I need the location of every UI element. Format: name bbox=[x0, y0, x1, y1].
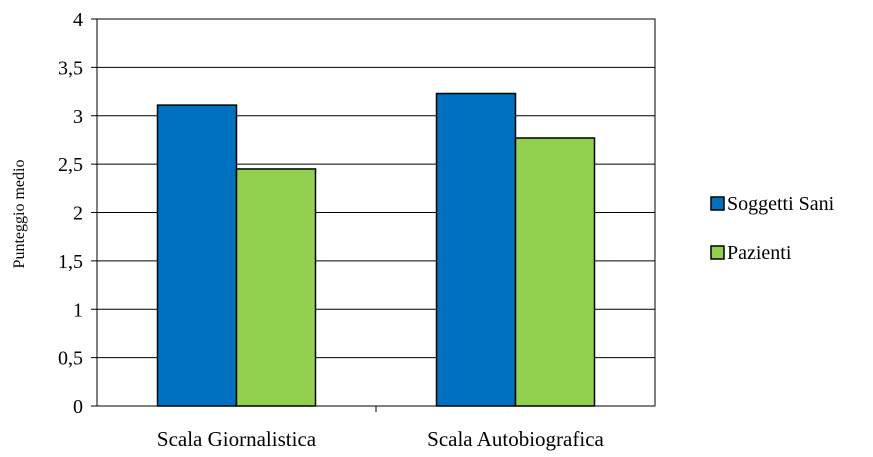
y-tick-label: 0 bbox=[73, 396, 83, 418]
legend-swatch bbox=[710, 196, 725, 211]
x-category-label: Scala Giornalistica bbox=[157, 427, 317, 451]
y-tick-label: 3 bbox=[73, 106, 83, 128]
legend: Soggetti Sani Pazienti bbox=[710, 193, 835, 264]
y-axis-label: Punteggio medio bbox=[11, 160, 28, 269]
bar-pazienti bbox=[235, 168, 317, 407]
y-tick-label: 2 bbox=[73, 203, 83, 225]
legend-swatch bbox=[710, 245, 725, 260]
axes bbox=[91, 18, 656, 412]
y-tick-label: 0,5 bbox=[58, 348, 83, 370]
y-tick-labels: 0 0,5 1 1,5 2 2,5 3 3,5 4 bbox=[58, 9, 83, 418]
bar-soggetti-sani bbox=[435, 92, 517, 407]
legend-label: Pazienti bbox=[727, 242, 792, 264]
bar-pazienti bbox=[514, 137, 596, 407]
bar-soggetti-sani bbox=[156, 104, 238, 407]
x-category-labels: Scala Giornalistica Scala Autobiografica bbox=[157, 427, 605, 451]
y-tick-label: 1,5 bbox=[58, 251, 83, 273]
y-tick-label: 4 bbox=[73, 9, 83, 31]
bars bbox=[156, 92, 596, 407]
legend-label: Soggetti Sani bbox=[727, 193, 835, 215]
y-tick-label: 1 bbox=[73, 299, 83, 321]
y-tick-label: 3,5 bbox=[58, 57, 83, 79]
y-tick-label: 2,5 bbox=[58, 154, 83, 176]
x-category-label: Scala Autobiografica bbox=[427, 427, 604, 451]
